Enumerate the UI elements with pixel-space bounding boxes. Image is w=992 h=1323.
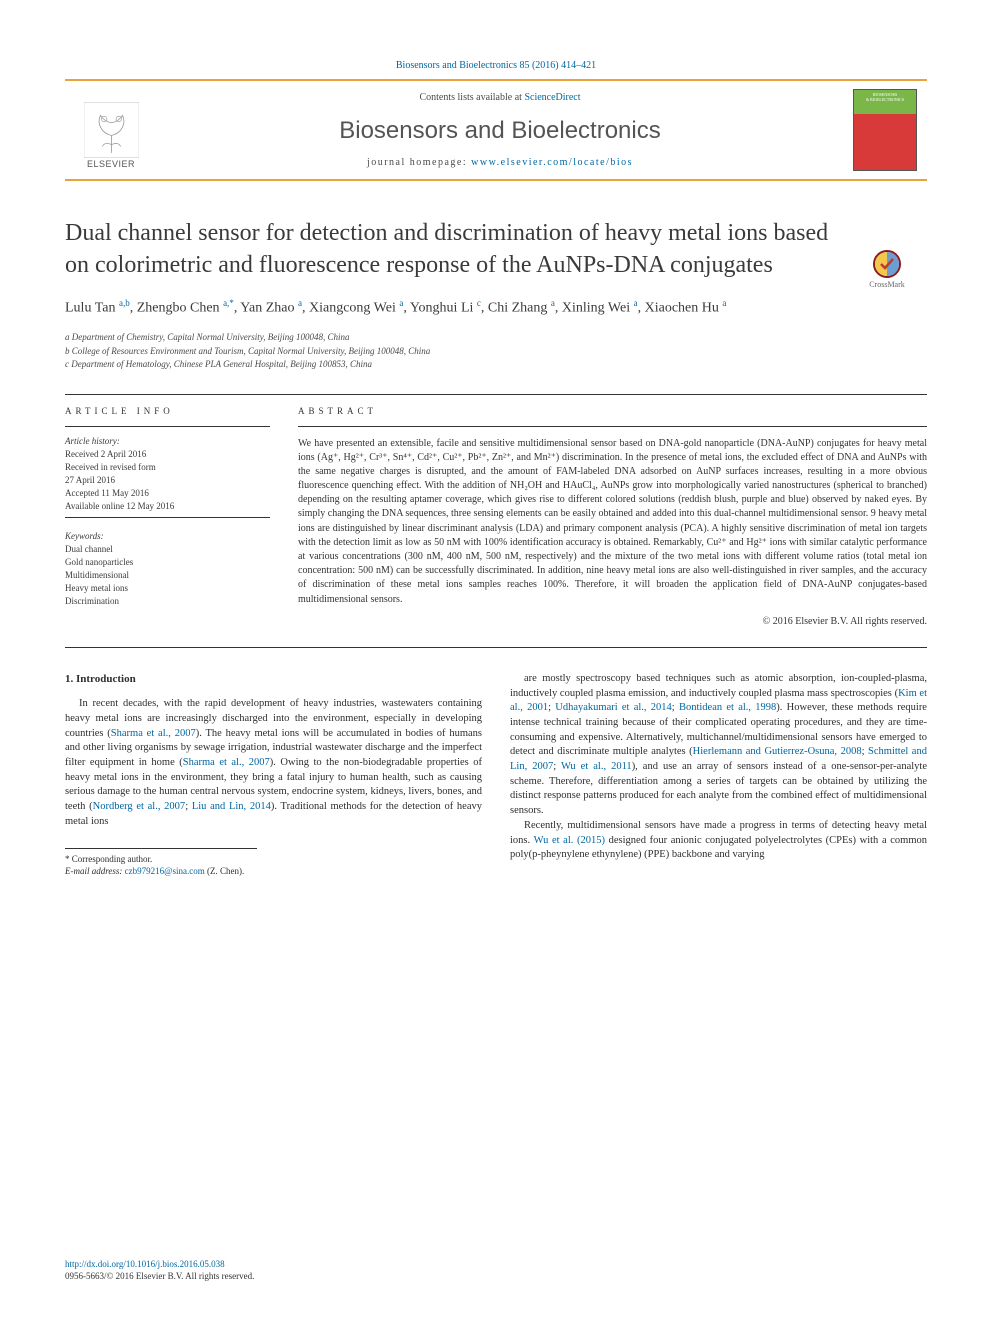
body-col-right: are mostly spectroscopy based techniques… [510, 672, 927, 878]
corresponding-note: * Corresponding author. [65, 853, 257, 866]
body-columns: 1. Introduction In recent decades, with … [65, 672, 927, 878]
crossmark-label: CrossMark [869, 280, 905, 289]
keyword: Multidimensional [65, 569, 270, 582]
affiliation: c Department of Hematology, Chinese PLA … [65, 358, 927, 372]
elsevier-tree-icon [84, 101, 139, 159]
email-line: E-mail address: czb979216@sina.com (Z. C… [65, 865, 257, 878]
abstract-copyright: © 2016 Elsevier B.V. All rights reserved… [298, 615, 927, 629]
homepage-line: journal homepage: www.elsevier.com/locat… [161, 157, 839, 168]
crossmark-badge[interactable]: CrossMark [852, 250, 922, 289]
history-line: Received in revised form [65, 461, 270, 474]
contents-prefix: Contents lists available at [419, 92, 524, 103]
author-email-link[interactable]: czb979216@sina.com [125, 866, 205, 876]
crossmark-icon [873, 250, 901, 278]
history-label: Article history: [65, 435, 270, 448]
section-divider [65, 647, 927, 648]
email-suffix: (Z. Chen). [205, 866, 245, 876]
keywords-label: Keywords: [65, 530, 270, 543]
keyword: Heavy metal ions [65, 582, 270, 595]
homepage-prefix: journal homepage: [367, 157, 471, 168]
body-paragraph: Recently, multidimensional sensors have … [510, 819, 927, 863]
affiliation: a Department of Chemistry, Capital Norma… [65, 331, 927, 345]
body-col-left: 1. Introduction In recent decades, with … [65, 672, 482, 878]
publisher-logo: ELSEVIER [75, 91, 147, 169]
abstract-head: ABSTRACT [298, 395, 927, 427]
section-heading: 1. Introduction [65, 672, 482, 687]
issn-line: 0956-5663/© 2016 Elsevier B.V. All right… [65, 1271, 254, 1281]
sciencedirect-link[interactable]: ScienceDirect [524, 92, 580, 103]
homepage-link[interactable]: www.elsevier.com/locate/bios [471, 157, 633, 168]
history-line: Available online 12 May 2016 [65, 500, 270, 513]
article-title: Dual channel sensor for detection and di… [65, 217, 927, 281]
history-line: Received 2 April 2016 [65, 448, 270, 461]
journal-name: Biosensors and Bioelectronics [161, 117, 839, 145]
abstract: ABSTRACT We have presented an extensible… [298, 395, 927, 629]
keyword: Gold nanoparticles [65, 556, 270, 569]
contents-line: Contents lists available at ScienceDirec… [161, 92, 839, 103]
doi-link[interactable]: http://dx.doi.org/10.1016/j.bios.2016.05… [65, 1259, 225, 1269]
journal-cover-thumb: BIOSENSORS& BIOELECTRONICS [853, 89, 917, 171]
affiliations: a Department of Chemistry, Capital Norma… [65, 331, 927, 372]
body-paragraph: are mostly spectroscopy based techniques… [510, 672, 927, 819]
article-info: ARTICLE INFO Article history: Received 2… [65, 395, 270, 629]
bottom-meta: http://dx.doi.org/10.1016/j.bios.2016.05… [65, 1258, 254, 1283]
email-label: E-mail address: [65, 866, 125, 876]
author-list: Lulu Tan a,b, Zhengbo Chen a,*, Yan Zhao… [65, 297, 927, 319]
article-info-head: ARTICLE INFO [65, 395, 270, 426]
info-abstract-row: ARTICLE INFO Article history: Received 2… [65, 395, 927, 629]
keyword: Dual channel [65, 543, 270, 556]
abstract-text: We have presented an extensible, facile … [298, 437, 927, 607]
keyword: Discrimination [65, 595, 270, 608]
history-line: Accepted 11 May 2016 [65, 487, 270, 500]
header-center: Contents lists available at ScienceDirec… [161, 92, 839, 168]
body-paragraph: In recent decades, with the rapid develo… [65, 697, 482, 829]
journal-citation: Biosensors and Bioelectronics 85 (2016) … [65, 60, 927, 71]
footnotes: * Corresponding author. E-mail address: … [65, 848, 257, 878]
history-line: 27 April 2016 [65, 474, 270, 487]
publisher-logo-text: ELSEVIER [87, 159, 135, 169]
affiliation: b College of Resources Environment and T… [65, 345, 927, 359]
journal-header: ELSEVIER Contents lists available at Sci… [65, 79, 927, 181]
